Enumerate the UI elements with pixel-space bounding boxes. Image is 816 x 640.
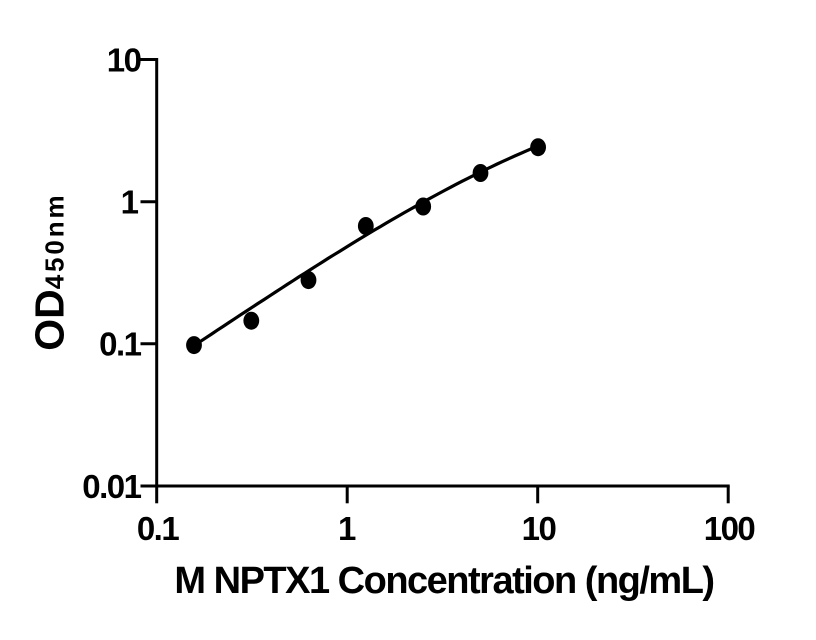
svg-text:M NPTX1 Concentration (ng/mL): M NPTX1 Concentration (ng/mL) [174,560,713,602]
svg-text:OD450nm: OD450nm [27,192,73,350]
svg-text:10: 10 [522,510,556,547]
svg-text:100: 100 [704,510,755,547]
svg-text:0.1: 0.1 [137,510,180,547]
svg-text:1: 1 [121,184,139,221]
svg-text:0.1: 0.1 [99,326,142,363]
svg-text:1: 1 [338,510,356,547]
svg-text:0.01: 0.01 [82,468,141,505]
svg-text:10: 10 [107,41,141,78]
